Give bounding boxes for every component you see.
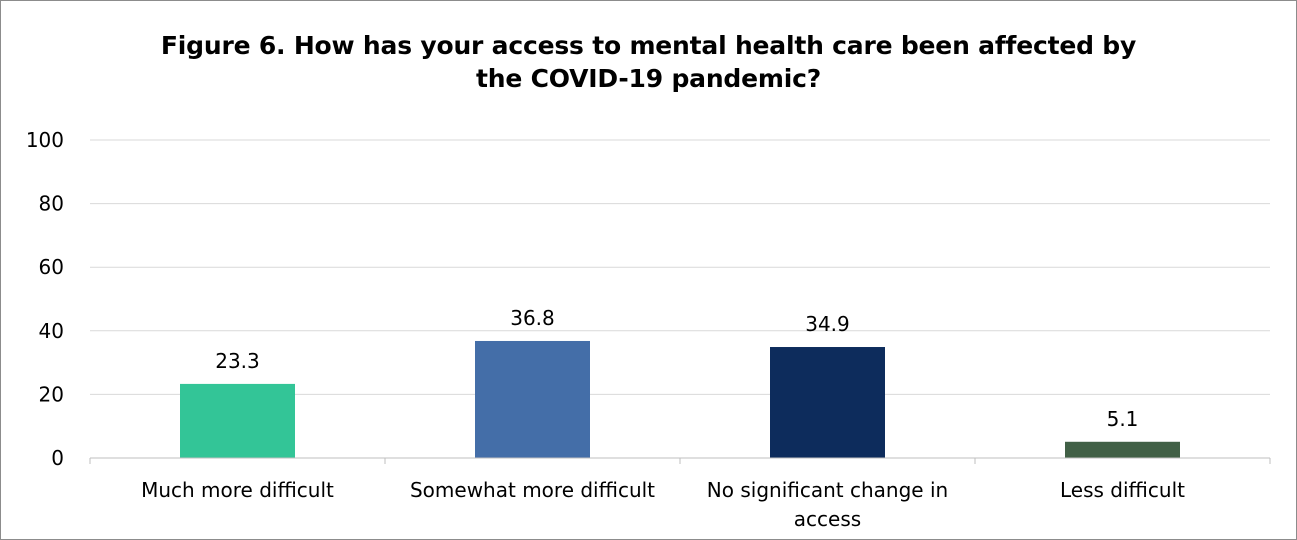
data-labels: 23.3 36.8 34.9 5.1: [215, 306, 1138, 431]
bar: [475, 340, 590, 458]
chart-title-line-2: the COVID-19 pandemic?: [475, 64, 822, 93]
data-label: 34.9: [805, 312, 850, 336]
bar: [1065, 441, 1180, 458]
data-label: 5.1: [1107, 407, 1139, 431]
y-tick-label: 60: [39, 255, 64, 279]
chart-title: Figure 6. How has your access to mental …: [61, 29, 1236, 95]
data-label: 23.3: [215, 349, 260, 373]
bar: [770, 347, 885, 458]
x-category-label: Less difficult: [1060, 478, 1185, 502]
x-category-label: No significant change in: [707, 478, 948, 502]
x-axis: [89, 457, 1271, 464]
chart-title-line-1: Figure 6. How has your access to mental …: [160, 31, 1137, 60]
y-tick-label: 80: [39, 192, 64, 216]
y-tick-label: 100: [26, 128, 64, 152]
y-tick-label: 20: [39, 382, 64, 406]
gridlines: [90, 139, 1270, 395]
y-axis-tick-labels: 0 20 40 60 80 100: [26, 128, 64, 470]
y-tick-label: 40: [39, 319, 64, 343]
x-axis-category-labels: Much more difficult Somewhat more difficu…: [141, 478, 1185, 531]
data-label: 36.8: [510, 306, 555, 330]
bars: [180, 340, 1180, 458]
bar: [180, 383, 295, 458]
y-tick-label: 0: [51, 446, 64, 470]
x-category-label: Somewhat more difficult: [410, 478, 655, 502]
x-category-label: Much more difficult: [141, 478, 334, 502]
x-category-label: access: [794, 507, 861, 531]
